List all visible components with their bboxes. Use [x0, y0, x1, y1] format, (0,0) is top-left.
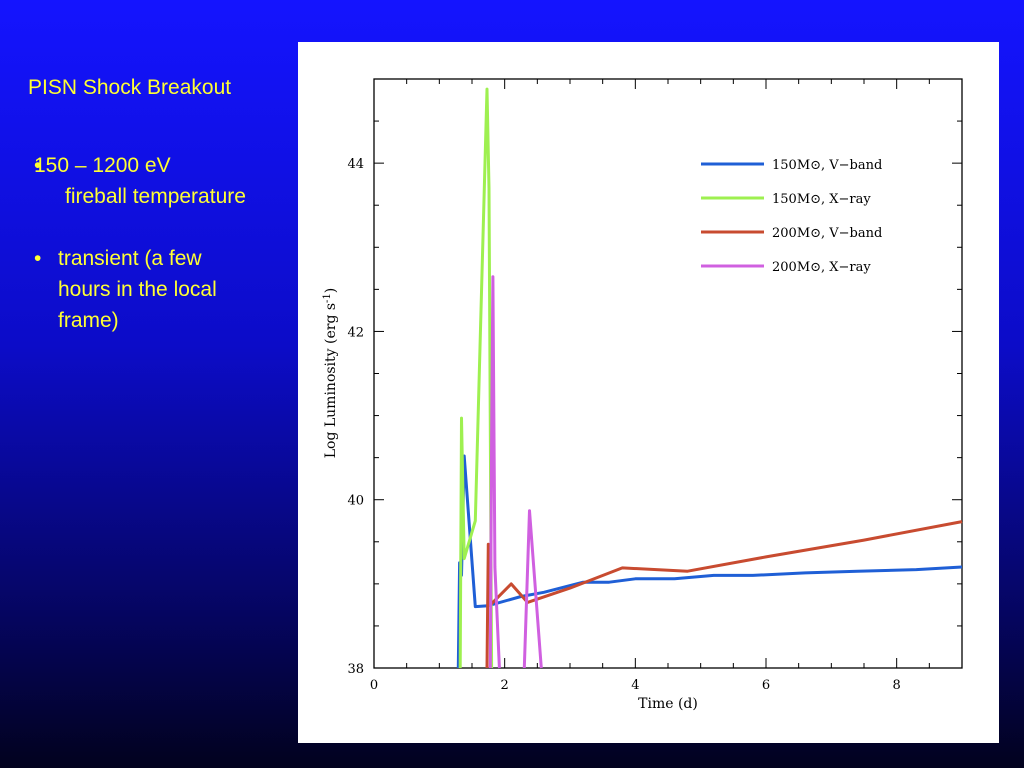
legend-label-s150x: 150M⊙, X−ray [772, 192, 871, 207]
slide-title: PISN Shock Breakout [28, 76, 232, 99]
x-tick-label: 0 [370, 678, 378, 693]
series-line-s200v [485, 520, 963, 669]
y-tick-label: 38 [347, 662, 364, 677]
y-tick-label: 42 [347, 325, 364, 340]
bullet-line: frame) [58, 309, 119, 332]
x-tick-label: 6 [762, 678, 770, 693]
y-axis-label-superscript: -1 [322, 293, 333, 303]
x-tick-label: 8 [893, 678, 901, 693]
legend-label-s200x: 200M⊙, X−ray [772, 260, 871, 275]
series-line-s200x [488, 275, 543, 669]
y-axis-label-main: Log Luminosity (erg s [323, 303, 339, 458]
y-axis-label-close: ) [323, 288, 339, 293]
x-axis-label: Time (d) [638, 696, 698, 712]
bullet-transient: • transient (a few hours in the local fr… [34, 243, 217, 336]
x-tick-label: 2 [501, 678, 509, 693]
bullet-fireball-temperature: • 150 – 1200 eV fireball temperature [34, 150, 246, 212]
luminosity-chart: 0 2 4 6 8 38 40 42 44 150M⊙, V−band 150M⊙, X−ray 2… [322, 78, 963, 712]
y-tick-label: 40 [347, 494, 364, 509]
y-axis-label: Log Luminosity (erg s-1) [322, 288, 339, 459]
legend-label-s200v: 200M⊙, V−band [772, 226, 882, 241]
bullet-marker: • [34, 154, 42, 177]
bullet-line: transient (a few [58, 247, 202, 270]
bullet-line: fireball temperature [65, 185, 246, 208]
x-tick-label: 4 [631, 678, 639, 693]
chart-panel: 0 2 4 6 8 38 40 42 44 150M⊙, V−band 150M⊙, X−ray 2… [298, 42, 999, 743]
bullet-line: hours in the local [58, 278, 217, 301]
y-tick-label: 44 [347, 157, 364, 172]
bullet-line: 150 – 1200 eV [34, 154, 171, 177]
bullet-marker: • [34, 247, 42, 270]
legend-label-s150v: 150M⊙, V−band [772, 158, 882, 173]
series-line-s150x [458, 87, 494, 669]
